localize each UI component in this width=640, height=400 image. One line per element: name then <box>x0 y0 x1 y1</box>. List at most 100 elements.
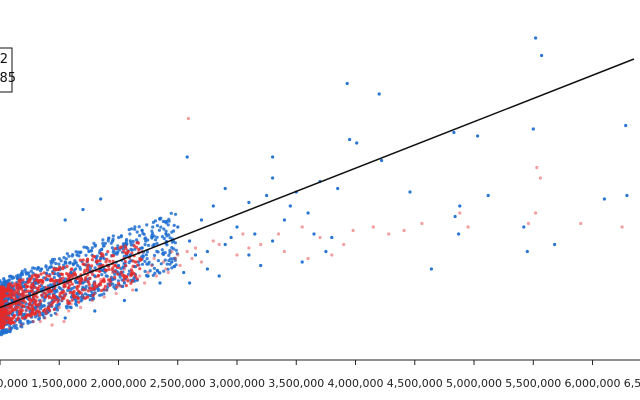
data-point <box>49 313 53 317</box>
data-point <box>223 186 227 191</box>
data-point <box>127 228 131 232</box>
data-point <box>72 295 76 299</box>
data-point <box>185 155 189 159</box>
data-point <box>103 284 107 288</box>
data-point <box>14 284 18 288</box>
data-point <box>259 263 263 268</box>
data-point <box>526 221 531 226</box>
data-point <box>57 262 61 266</box>
data-point <box>156 250 160 254</box>
data-point <box>29 269 33 273</box>
data-point <box>48 274 52 278</box>
data-point <box>164 221 168 225</box>
x-tick-label: 4,000,000 <box>328 377 384 390</box>
data-point <box>52 275 56 280</box>
data-point <box>7 307 11 311</box>
data-point <box>62 319 66 324</box>
data-point <box>126 279 130 283</box>
data-point <box>330 253 334 257</box>
data-point <box>22 316 26 320</box>
data-point <box>199 260 204 264</box>
data-point <box>168 248 172 253</box>
data-point <box>63 284 67 288</box>
data-point <box>63 316 67 320</box>
data-point <box>62 256 66 260</box>
data-point <box>330 235 334 240</box>
data-point <box>164 232 168 236</box>
data-point <box>15 302 19 306</box>
data-point <box>135 230 139 234</box>
x-tick-label: 4,500,000 <box>387 377 443 390</box>
data-point <box>88 276 92 280</box>
data-point <box>31 319 35 324</box>
data-point <box>131 264 135 268</box>
data-point <box>10 276 14 280</box>
data-point <box>122 267 126 271</box>
data-point <box>19 292 23 296</box>
data-point <box>124 251 128 255</box>
data-point <box>57 274 61 278</box>
data-point <box>20 325 24 329</box>
data-point <box>26 305 30 309</box>
x-tick-label: 1,500,000 <box>31 377 87 390</box>
data-point <box>126 277 130 282</box>
data-point <box>111 270 115 275</box>
x-tick-label: 1,000,000 <box>0 377 28 390</box>
data-point <box>99 197 103 201</box>
data-point <box>67 254 71 258</box>
data-point <box>452 130 456 135</box>
data-point <box>170 266 174 270</box>
data-point <box>60 296 64 300</box>
data-point <box>146 274 150 278</box>
data-point <box>71 291 75 295</box>
data-point <box>78 258 82 262</box>
x-tick-label: 2,500,000 <box>150 377 206 390</box>
data-point <box>13 282 17 286</box>
data-point <box>160 248 164 252</box>
data-point <box>128 239 132 243</box>
data-point <box>119 245 123 249</box>
data-point <box>124 264 128 268</box>
data-point <box>15 318 20 322</box>
data-point <box>81 207 85 212</box>
data-point <box>53 279 58 283</box>
data-point <box>534 211 538 215</box>
data-point <box>63 291 67 296</box>
data-point <box>24 308 28 312</box>
data-point <box>78 250 82 255</box>
data-point <box>16 289 20 293</box>
data-point <box>130 279 135 283</box>
data-point <box>106 278 111 282</box>
data-point <box>20 308 24 312</box>
data-point <box>1 323 5 328</box>
data-point <box>40 281 44 285</box>
data-point <box>28 291 32 296</box>
data-point <box>538 176 543 180</box>
data-point <box>143 281 147 285</box>
data-point <box>8 310 13 314</box>
data-point <box>55 312 59 317</box>
data-point <box>7 321 11 325</box>
data-point <box>377 92 381 96</box>
data-point <box>136 241 140 245</box>
data-point <box>10 298 14 303</box>
data-point <box>336 186 340 191</box>
data-point <box>134 274 138 278</box>
x-tick-label: 3,500,000 <box>268 377 324 390</box>
data-point <box>140 246 144 250</box>
data-point <box>63 260 67 264</box>
data-point <box>30 303 34 307</box>
data-point <box>132 244 136 248</box>
data-point <box>143 259 147 263</box>
data-point <box>34 312 38 317</box>
data-point <box>70 298 74 302</box>
data-point <box>241 232 245 236</box>
data-point <box>620 225 624 229</box>
data-point <box>70 267 74 271</box>
data-point <box>0 316 3 321</box>
trend-line <box>0 58 635 309</box>
data-point <box>72 268 76 273</box>
data-point <box>156 259 160 263</box>
data-point <box>76 263 80 268</box>
